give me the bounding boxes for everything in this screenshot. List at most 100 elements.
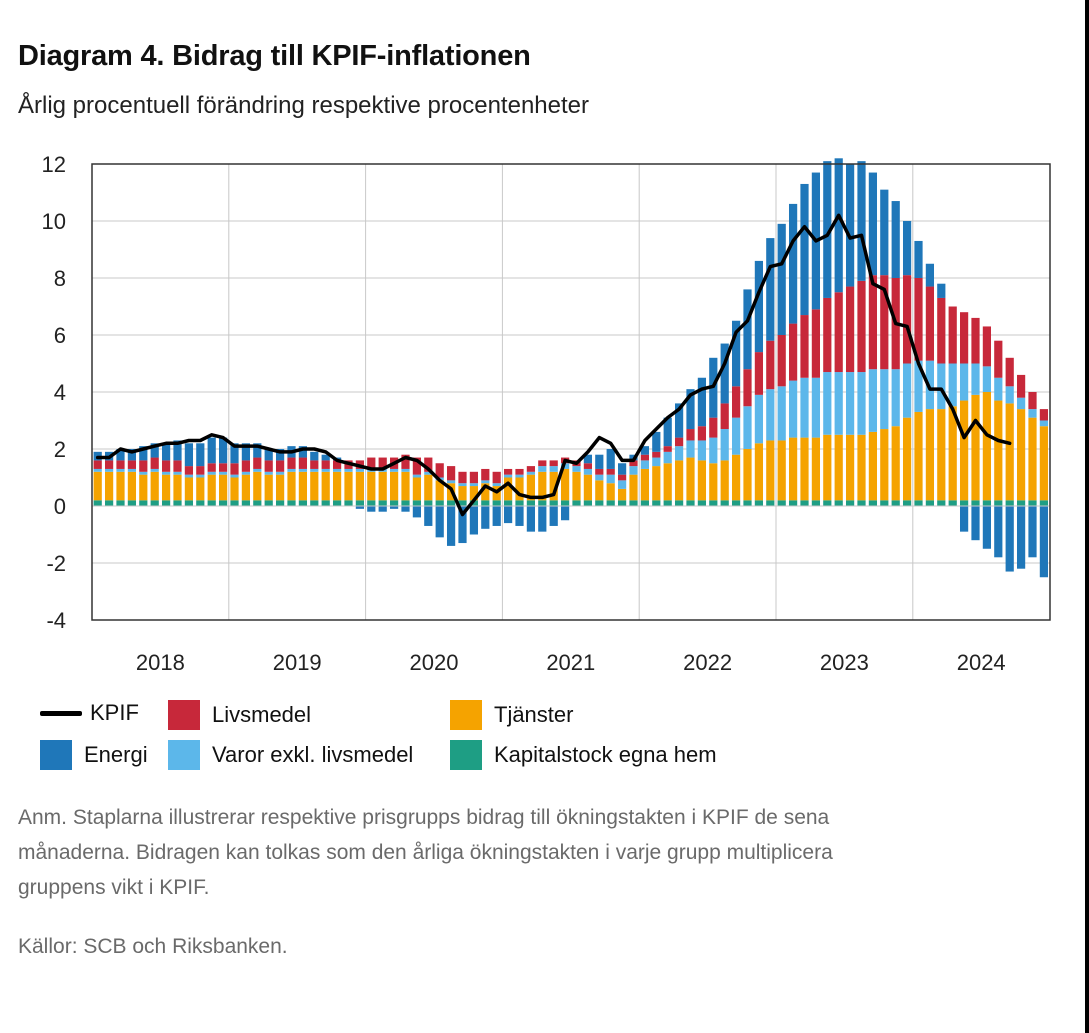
- bar-segment-tjanster: [880, 429, 889, 501]
- bar-segment-varor: [515, 474, 524, 478]
- bar-segment-energi: [982, 506, 992, 549]
- bar-segment-livsmedel: [424, 457, 433, 472]
- bar-segment-kapital: [845, 500, 855, 506]
- bar-segment-kapital: [549, 500, 558, 506]
- bar-segment-varor: [549, 466, 558, 472]
- bar-segment-tjanster: [139, 474, 148, 501]
- bar-segment-livsmedel: [139, 460, 148, 472]
- legend-label-kpif: KPIF: [90, 700, 139, 725]
- bar-segment-tjanster: [982, 392, 992, 501]
- bar-segment-livsmedel: [184, 466, 194, 475]
- bar-segment-tjanster: [424, 474, 433, 501]
- bar-segment-tjanster: [275, 474, 285, 501]
- bar-segment-varor: [321, 468, 330, 472]
- bar-segment-energi: [424, 506, 433, 526]
- bar-segment-energi: [538, 506, 547, 532]
- bar-segment-energi: [959, 506, 969, 532]
- bar-segment-varor: [880, 369, 889, 430]
- bar-segment-varor: [959, 363, 969, 401]
- bar-segment-tjanster: [173, 474, 182, 501]
- bar-segment-varor: [845, 372, 855, 435]
- bar-segment-tjanster: [674, 460, 684, 501]
- bar-segment-varor: [640, 460, 650, 469]
- bar-segment-livsmedel: [458, 471, 467, 484]
- bar-segment-livsmedel: [264, 460, 273, 472]
- bar-segment-tjanster: [241, 474, 251, 501]
- bar-segment-kapital: [1039, 500, 1049, 506]
- bar-segment-energi: [697, 377, 707, 427]
- bar-segment-varor: [218, 471, 228, 475]
- bar-segment-kapital: [253, 500, 262, 506]
- bar-segment-livsmedel: [469, 471, 479, 484]
- bar-segment-varor: [891, 369, 900, 427]
- bar-segment-energi: [857, 161, 866, 281]
- bar-segment-livsmedel: [754, 352, 764, 395]
- bar-segment-varor: [754, 394, 764, 444]
- y-tick-label: -2: [46, 551, 66, 576]
- bar-segment-livsmedel: [766, 340, 775, 390]
- bar-segment-energi: [401, 506, 410, 512]
- bar-segment-varor: [241, 471, 251, 475]
- bar-segment-tjanster: [1005, 403, 1014, 501]
- bar-segment-varor: [538, 466, 547, 472]
- bar-segment-varor: [937, 363, 946, 410]
- bar-segment-tjanster: [595, 480, 604, 501]
- bar-segment-varor: [583, 468, 593, 475]
- bar-segment-kapital: [93, 500, 102, 506]
- bar-segment-varor: [834, 372, 843, 435]
- bar-segment-kapital: [777, 500, 786, 506]
- bar-segment-tjanster: [743, 449, 752, 501]
- bar-segment-energi: [264, 449, 273, 461]
- bar-segment-kapital: [344, 500, 353, 506]
- legend-label-livsmedel: Livsmedel: [212, 702, 312, 727]
- bar-segment-livsmedel: [925, 286, 935, 361]
- bar-segment-varor: [332, 468, 342, 472]
- bar-segment-kapital: [355, 500, 365, 506]
- bar-segment-varor: [971, 363, 980, 395]
- bar-segment-energi: [127, 449, 137, 461]
- bar-segment-energi: [777, 223, 786, 335]
- legend-swatch-livsmedel: [168, 700, 200, 730]
- bar-segment-livsmedel: [868, 275, 878, 370]
- bar-segment-livsmedel: [971, 317, 980, 364]
- bar-segment-livsmedel: [914, 278, 923, 361]
- bar-segment-tjanster: [93, 471, 102, 501]
- plot-frame: [91, 163, 1051, 621]
- bar-segment-livsmedel: [640, 454, 650, 461]
- bar-segment-livsmedel: [241, 460, 251, 472]
- bar-segment-kapital: [218, 500, 228, 506]
- bar-segment-varor: [116, 468, 125, 472]
- bar-segment-livsmedel: [606, 468, 615, 475]
- bar-segment-kapital: [652, 500, 661, 506]
- bar-segment-energi: [218, 437, 228, 464]
- bar-segment-tjanster: [127, 471, 137, 501]
- bar-segment-energi: [116, 449, 125, 461]
- bar-segment-energi: [492, 506, 501, 526]
- y-tick-label: 2: [54, 437, 66, 462]
- bar-segment-kapital: [367, 500, 376, 506]
- bar-segment-kapital: [1005, 500, 1014, 506]
- bar-segment-energi: [1028, 506, 1037, 558]
- bar-segment-varor: [788, 380, 798, 438]
- bar-segment-livsmedel: [173, 460, 182, 472]
- bar-segment-tjanster: [606, 483, 615, 501]
- bar-segment-tjanster: [766, 440, 775, 501]
- bar-segment-varor: [948, 363, 957, 407]
- bar-segment-kapital: [994, 500, 1003, 506]
- bar-segment-livsmedel: [902, 275, 912, 364]
- bar-segment-livsmedel: [743, 369, 752, 407]
- bar-segment-energi: [253, 443, 262, 458]
- bar-segment-tjanster: [344, 471, 353, 501]
- bar-segment-livsmedel: [617, 474, 627, 481]
- bar-segment-varor: [253, 468, 262, 472]
- bar-segment-energi: [914, 240, 923, 278]
- bar-segment-energi: [1016, 506, 1026, 569]
- bar-segment-energi: [196, 443, 205, 467]
- bar-segment-livsmedel: [435, 463, 444, 478]
- bar-segment-kapital: [275, 500, 285, 506]
- y-tick-label: 12: [42, 152, 66, 177]
- bar-segment-energi: [994, 506, 1003, 558]
- bar-segment-tjanster: [104, 471, 114, 501]
- bar-segment-energi: [971, 506, 980, 541]
- bar-segment-livsmedel: [492, 471, 501, 484]
